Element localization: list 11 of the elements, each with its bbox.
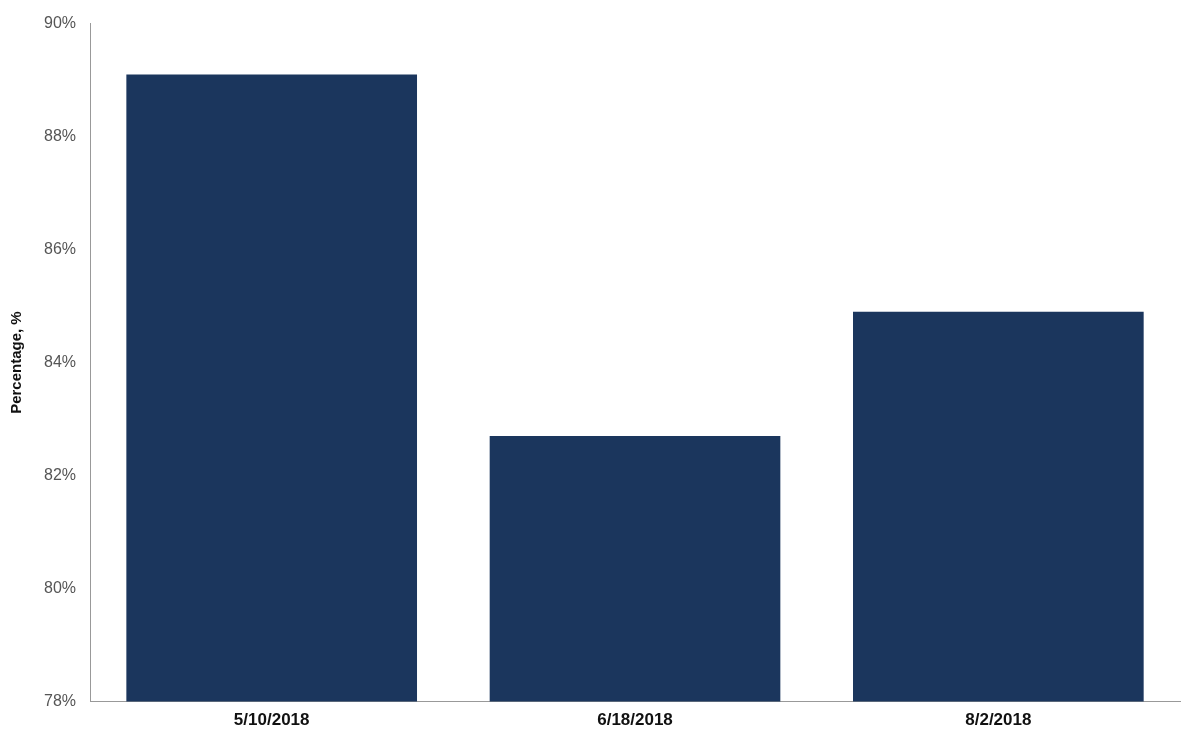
x-tick-label: 5/10/2018 bbox=[233, 710, 310, 730]
y-tick-label: 84% bbox=[43, 353, 77, 371]
y-tick-label: 78% bbox=[43, 692, 77, 710]
x-tick-label: 6/18/2018 bbox=[597, 710, 673, 730]
y-tick-label: 86% bbox=[43, 240, 77, 258]
y-tick-label: 88% bbox=[43, 127, 77, 145]
y-tick-label: 82% bbox=[43, 466, 77, 484]
y-tick-label: 90% bbox=[43, 14, 77, 32]
x-tick-label: 8/2/2018 bbox=[965, 710, 1032, 730]
y-axis-title: Percentage, % bbox=[7, 311, 25, 414]
y-tick-label: 80% bbox=[43, 579, 77, 597]
